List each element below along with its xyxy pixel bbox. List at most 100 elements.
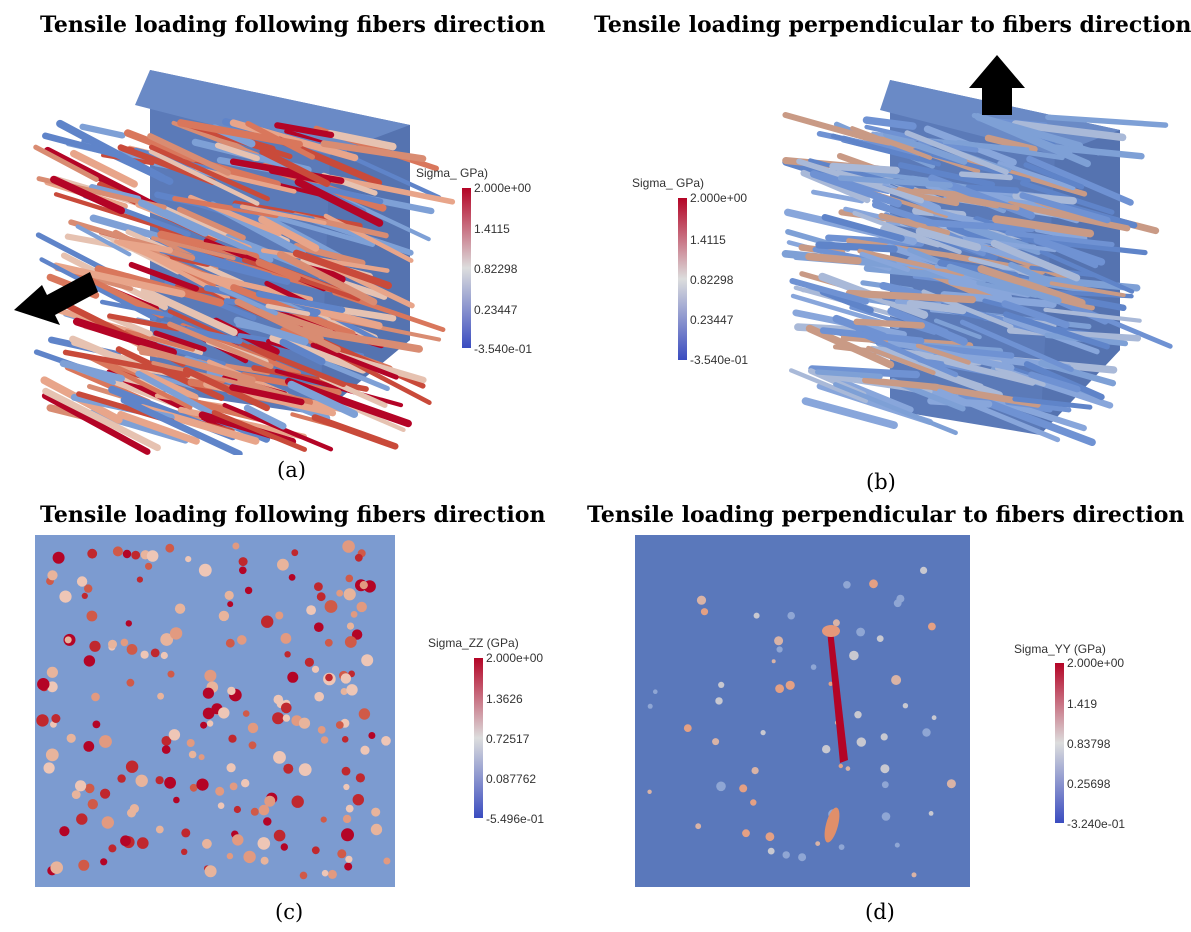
fiber-section — [358, 708, 371, 720]
fiber — [255, 258, 301, 282]
fiber-section — [174, 603, 186, 614]
fiber — [233, 316, 309, 346]
fiber-section — [344, 636, 357, 648]
fiber-section — [371, 807, 381, 817]
fiber-section — [282, 714, 291, 722]
fiber — [866, 345, 936, 376]
fiber — [959, 319, 1074, 373]
fiber-section — [343, 588, 356, 601]
fiber-section — [125, 620, 132, 627]
fiber-section — [108, 844, 117, 853]
fiber-section — [59, 826, 70, 837]
fiber-section — [233, 805, 241, 814]
fiber-section — [126, 644, 138, 655]
fiber-section — [776, 646, 783, 653]
fiber-section — [37, 678, 50, 691]
fiber-section — [260, 856, 269, 865]
fiber-section — [753, 612, 760, 619]
fiber-section — [43, 762, 55, 774]
colorbar-tick: 2.000e+00 — [690, 191, 747, 205]
colorbar-title: Sigma_YY (GPa) — [1014, 642, 1106, 656]
fiber-section — [314, 691, 325, 702]
fiber-section — [100, 788, 111, 799]
fiber-section — [83, 655, 96, 667]
fiber — [279, 338, 326, 366]
fiber — [859, 251, 911, 273]
fiber-section — [346, 684, 358, 696]
fiber-section — [277, 558, 289, 571]
fiber — [946, 263, 1062, 305]
fiber — [965, 184, 1020, 194]
fiber — [788, 368, 868, 404]
fiber-section — [775, 684, 784, 693]
fiber-section — [838, 763, 843, 769]
fiber-section — [84, 584, 93, 593]
fiber — [1012, 396, 1093, 410]
fiber-section — [317, 726, 326, 734]
fiber-section — [785, 680, 795, 690]
fiber — [1003, 311, 1110, 350]
colorbar-tick: 1.4115 — [690, 233, 726, 247]
fiber-section — [653, 689, 658, 694]
fiber — [853, 318, 925, 329]
fiber-section — [84, 783, 95, 794]
fiber — [855, 329, 959, 378]
fiber-section — [928, 811, 934, 816]
fiber — [815, 241, 898, 253]
fiber-section — [647, 789, 652, 794]
fiber — [69, 149, 138, 188]
fiber-section — [202, 687, 214, 699]
colorbar-tick: 0.83798 — [1067, 737, 1111, 751]
fiber — [933, 318, 982, 340]
fiber-bundle — [33, 118, 456, 455]
panel-a-figure: Sigma_ GPa) 2.000e+00 1.4115 0.82298 0.2… — [0, 60, 570, 455]
fiber — [970, 393, 1096, 447]
fiber-section — [241, 779, 250, 788]
fiber-section — [341, 736, 349, 743]
fiber-section — [76, 576, 88, 587]
fiber-section — [695, 823, 702, 830]
fiber-section — [161, 736, 172, 746]
colorbar-a: Sigma_ GPa) 2.000e+00 1.4115 0.82298 0.2… — [416, 166, 532, 356]
fiber — [140, 287, 238, 336]
fiber-section — [891, 675, 902, 685]
fiber-section — [263, 817, 272, 826]
fiber-section — [320, 736, 329, 744]
fiber-section — [218, 707, 230, 719]
panel-c-caption: (c) — [275, 900, 304, 924]
fiber-section — [314, 582, 323, 591]
fiber — [255, 290, 346, 313]
fiber-section — [160, 633, 174, 646]
fiber — [320, 140, 427, 162]
fiber-section — [327, 869, 337, 879]
fiber — [326, 130, 397, 151]
fiber-section — [189, 783, 198, 792]
fiber — [328, 174, 456, 205]
fiber — [229, 384, 305, 406]
fiber-section — [150, 648, 160, 658]
fiber — [301, 326, 423, 353]
fiber-section — [273, 829, 286, 842]
fiber — [1007, 201, 1131, 232]
fiber — [60, 264, 165, 319]
fiber-section — [739, 784, 748, 793]
fiber-section — [204, 865, 217, 878]
fiber-section — [320, 816, 327, 823]
colorbar-tick: -5.496e-01 — [486, 812, 544, 826]
fiber-section — [202, 707, 215, 720]
fiber — [845, 289, 977, 304]
fiber-section — [383, 857, 391, 865]
fiber-section — [217, 802, 225, 809]
panel-b-title: Tensile loading perpendicular to fibers … — [594, 12, 1191, 38]
fiber-section — [340, 688, 348, 695]
fiber-section — [66, 733, 76, 743]
fiber-section — [46, 666, 58, 678]
fiber-section — [188, 750, 197, 759]
fiber-section — [381, 736, 391, 746]
colorbar-d: Sigma_YY (GPa) 2.000e+00 1.419 0.83798 0… — [1014, 642, 1125, 831]
fiber-section — [718, 681, 725, 688]
fiber-section — [922, 728, 931, 737]
colorbar-title: Sigma_ZZ (GPa) — [428, 636, 519, 650]
fiber-section — [360, 745, 370, 755]
fiber — [147, 133, 231, 176]
